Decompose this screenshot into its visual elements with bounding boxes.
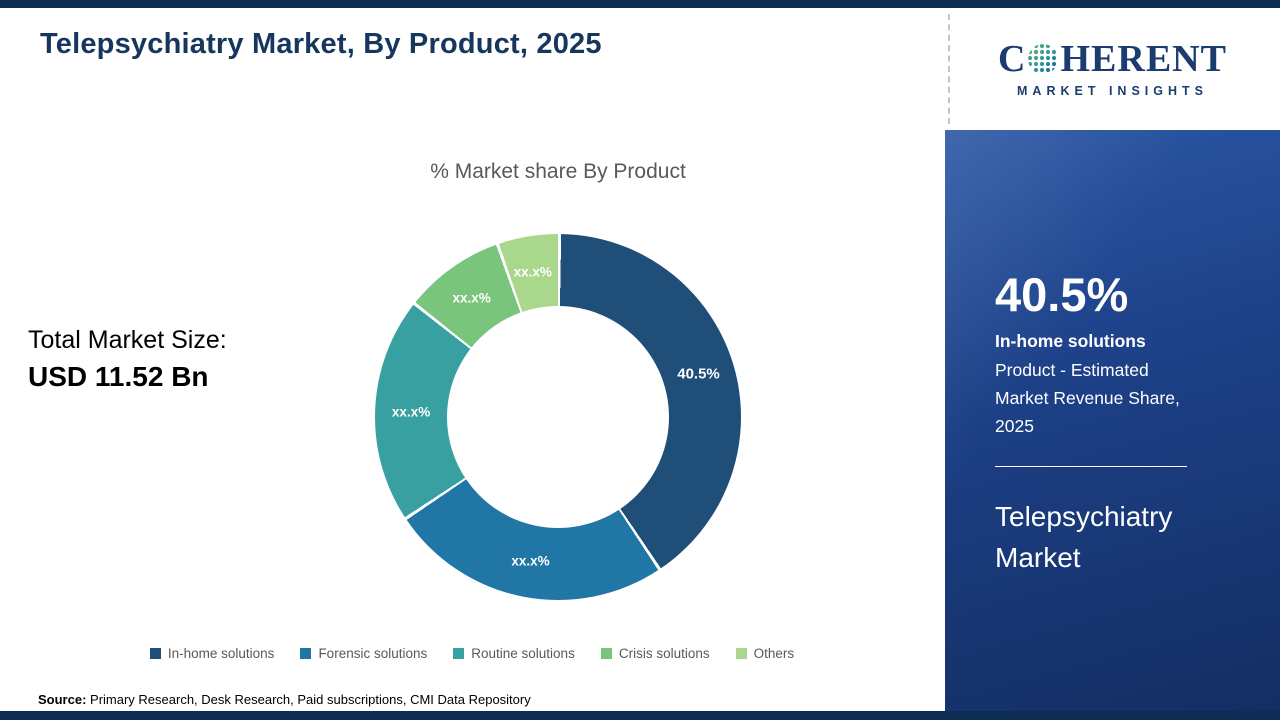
logo-wordmark: C: [998, 40, 1227, 78]
legend-swatch: [300, 648, 312, 659]
total-market-size: Total Market Size: USD 11.52 Bn: [28, 326, 227, 393]
chart-area: Telepsychiatry Market, By Product, 2025 …: [0, 8, 945, 711]
legend-item: Forensic solutions: [300, 646, 427, 661]
stat-value: 40.5%: [995, 268, 1129, 321]
legend-swatch: [600, 648, 612, 659]
donut-hole: [447, 306, 669, 528]
total-market-size-value: USD 11.52 Bn: [28, 361, 209, 392]
legend-label: Forensic solutions: [318, 646, 428, 661]
total-market-size-label: Total Market Size:: [28, 326, 227, 354]
donut-chart: 40.5% xx.x% xx.x% xx.x% xx.x%: [375, 234, 741, 600]
dashed-divider: [948, 14, 950, 124]
right-panel: C: [945, 8, 1280, 711]
logo: C: [945, 8, 1280, 130]
legend-item: In-home solutions: [149, 646, 275, 661]
globe-o-icon: [1027, 43, 1060, 75]
slice-label: xx.x%: [391, 404, 431, 420]
stat-description: Product - Estimated Market Revenue Share…: [995, 360, 1180, 437]
slice-label: 40.5%: [677, 365, 720, 383]
page-title: Telepsychiatry Market, By Product, 2025: [40, 28, 602, 60]
stat-label: In-home solutions: [995, 331, 1146, 352]
slice-label: xx.x%: [511, 553, 550, 569]
chart-legend: In-home solutions Forensic solutions Routi…: [92, 646, 852, 661]
source-label: Source:: [38, 692, 87, 707]
logo-tagline: MARKET INSIGHTS: [1017, 84, 1208, 98]
legend-item: Routine solutions: [453, 646, 575, 661]
logo-text-rest: HERENT: [1060, 38, 1227, 80]
legend-swatch: [453, 648, 465, 659]
panel-title: Telepsychiatry Market: [995, 501, 1173, 573]
divider-line: [995, 466, 1187, 468]
legend-label: Routine solutions: [471, 646, 575, 661]
legend-item: Others: [735, 646, 795, 661]
slice-label: xx.x%: [513, 264, 552, 280]
legend-swatch: [149, 648, 161, 659]
logo-text-c: C: [998, 38, 1027, 80]
legend-item: Crisis solutions: [600, 646, 710, 661]
bottom-border-bar: [0, 711, 1280, 720]
source-note: Source: Primary Research, Desk Research,…: [38, 692, 531, 707]
legend-label: Crisis solutions: [618, 646, 710, 661]
slice-label: xx.x%: [452, 290, 491, 306]
legend-label: Others: [753, 646, 795, 661]
source-text: Primary Research, Desk Research, Paid su…: [86, 692, 531, 707]
top-border-bar: [0, 0, 1280, 8]
legend-swatch: [735, 648, 747, 659]
legend-label: In-home solutions: [167, 646, 275, 661]
chart-title: % Market share By Product: [430, 160, 686, 183]
panel-body: 40.5% In-home solutions Product - Estima…: [945, 130, 1280, 711]
